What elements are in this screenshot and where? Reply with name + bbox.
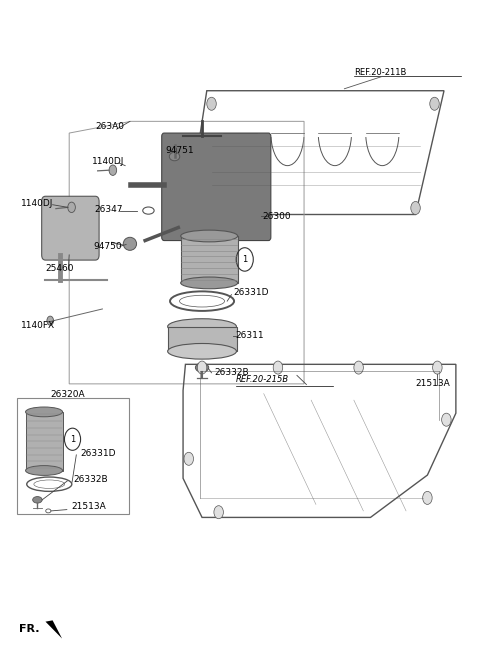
FancyBboxPatch shape <box>42 196 99 260</box>
Bar <box>25 412 62 470</box>
Text: 1140DJ: 1140DJ <box>92 156 124 166</box>
Ellipse shape <box>33 497 42 503</box>
FancyBboxPatch shape <box>162 133 271 240</box>
Text: 26331D: 26331D <box>80 449 116 458</box>
Ellipse shape <box>25 466 62 476</box>
Bar <box>168 327 237 351</box>
Text: 26311: 26311 <box>235 330 264 340</box>
Ellipse shape <box>169 152 180 161</box>
Text: 1140DJ: 1140DJ <box>21 199 53 208</box>
Ellipse shape <box>195 363 209 372</box>
Text: 26331D: 26331D <box>233 288 269 296</box>
Circle shape <box>207 97 216 110</box>
Circle shape <box>68 202 75 213</box>
Ellipse shape <box>123 237 137 250</box>
Circle shape <box>109 165 117 175</box>
Text: 94750: 94750 <box>94 242 122 251</box>
Circle shape <box>430 97 439 110</box>
Circle shape <box>411 202 420 214</box>
Text: 1: 1 <box>70 435 75 443</box>
Text: 26332B: 26332B <box>73 475 108 484</box>
Text: 26300: 26300 <box>263 212 291 221</box>
Text: 1140FX: 1140FX <box>21 321 55 330</box>
Text: 21513A: 21513A <box>416 379 450 388</box>
Text: 26347: 26347 <box>95 205 123 214</box>
Ellipse shape <box>34 480 65 488</box>
Circle shape <box>354 361 363 374</box>
Text: 94751: 94751 <box>165 145 193 154</box>
Circle shape <box>214 506 223 519</box>
Text: 263A0: 263A0 <box>96 122 124 131</box>
Text: REF.20-215B: REF.20-215B <box>236 375 289 384</box>
Circle shape <box>273 361 283 374</box>
Circle shape <box>432 361 442 374</box>
Bar <box>17 398 129 514</box>
Polygon shape <box>46 620 62 639</box>
Ellipse shape <box>180 295 225 307</box>
Ellipse shape <box>170 291 234 311</box>
Bar <box>180 236 238 283</box>
Ellipse shape <box>143 207 154 214</box>
Circle shape <box>184 452 193 465</box>
Text: 25460: 25460 <box>46 264 74 273</box>
Text: FR.: FR. <box>19 624 40 635</box>
Text: 21513A: 21513A <box>72 503 107 512</box>
Ellipse shape <box>180 230 238 242</box>
Circle shape <box>442 413 451 426</box>
Circle shape <box>190 202 200 214</box>
Ellipse shape <box>27 477 72 491</box>
Ellipse shape <box>168 344 237 359</box>
Text: 26332B: 26332B <box>214 369 249 377</box>
Circle shape <box>197 361 207 374</box>
Ellipse shape <box>168 319 237 334</box>
Text: REF.20-211B: REF.20-211B <box>354 68 406 77</box>
Text: 1: 1 <box>242 255 247 264</box>
Circle shape <box>47 316 54 325</box>
Ellipse shape <box>180 277 238 289</box>
Circle shape <box>423 491 432 505</box>
Ellipse shape <box>46 509 51 513</box>
Text: 26320A: 26320A <box>50 390 85 399</box>
Ellipse shape <box>25 407 62 417</box>
